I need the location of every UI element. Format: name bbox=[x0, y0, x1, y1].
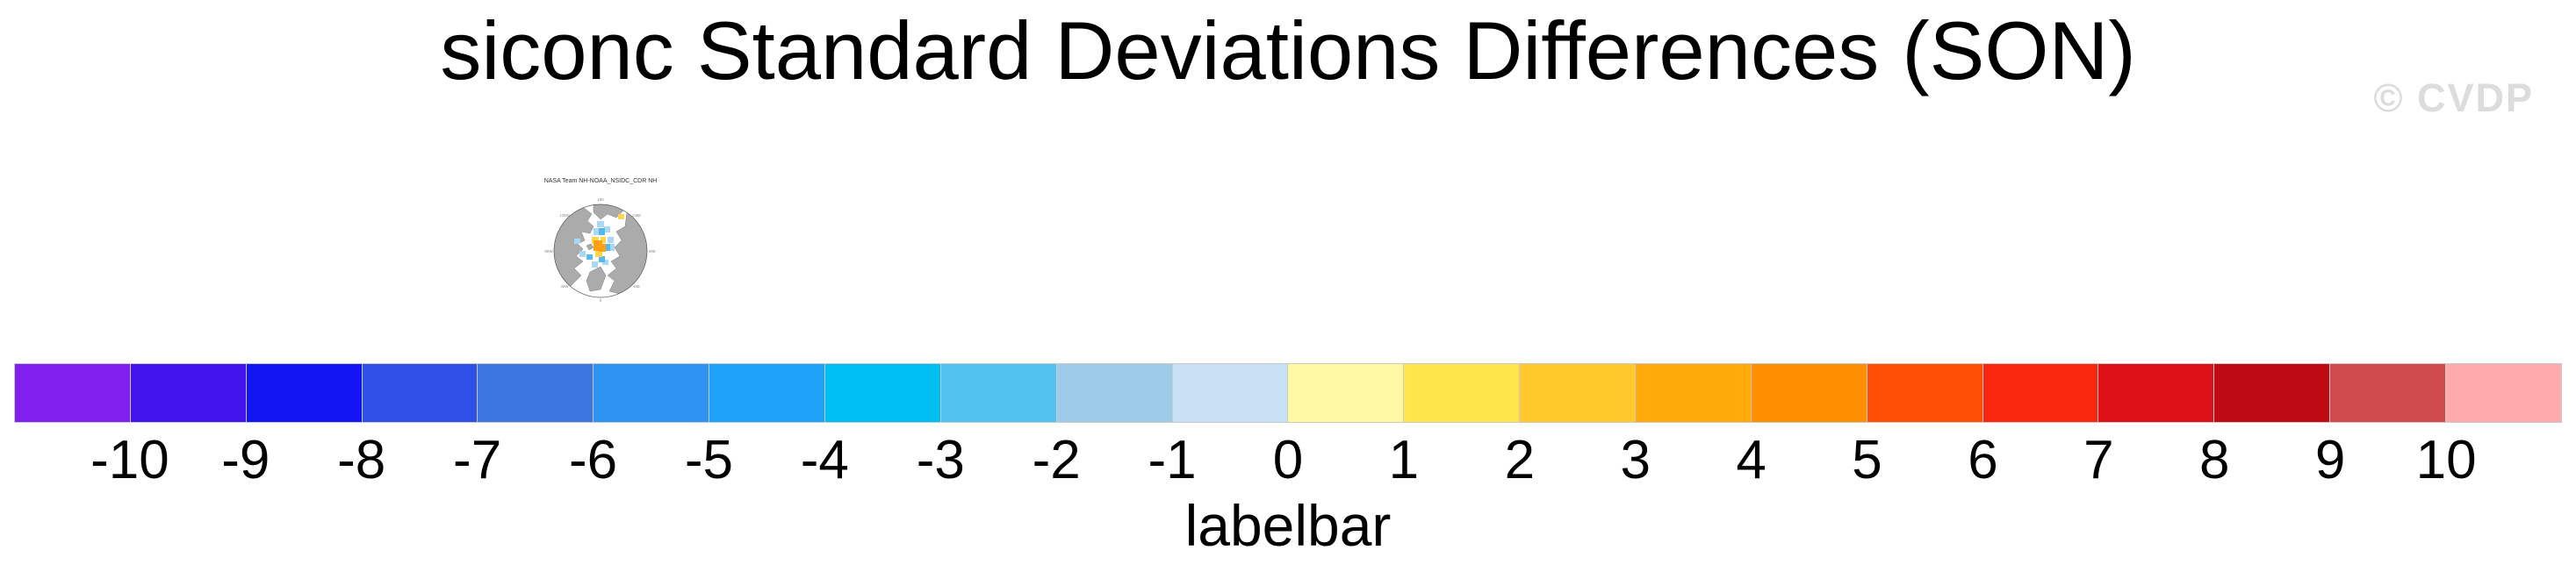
map-grid-label: 45W bbox=[560, 284, 569, 289]
colorbar-tick-label: -5 bbox=[684, 430, 734, 490]
polar-map-graphic: 180 135E 90E 45E 0 45W 90W 135W bbox=[544, 197, 656, 303]
colorbar-tick-label: 4 bbox=[1736, 430, 1767, 490]
colorbar-tick-label: -3 bbox=[916, 430, 965, 490]
colorbar-segment bbox=[246, 364, 362, 422]
map-grid-label: 90W bbox=[544, 249, 553, 254]
colorbar-segment bbox=[2330, 364, 2446, 422]
colorbar-segment bbox=[1867, 364, 1982, 422]
colorbar-segment bbox=[709, 364, 825, 422]
colorbar-tick-label: 3 bbox=[1620, 430, 1651, 490]
map-cells-orange bbox=[594, 240, 606, 252]
colorbar-segment bbox=[1636, 364, 1751, 422]
colorbar-segment bbox=[1404, 364, 1520, 422]
colorbar-tick-label: 9 bbox=[2314, 430, 2346, 490]
map-cells-lightblue bbox=[574, 221, 615, 268]
colorbar-tick-label: -9 bbox=[221, 430, 270, 490]
colorbar-tick-label: 6 bbox=[1968, 430, 1998, 490]
mini-map-title: NASA Team NH-NOAA_NSIDC_CDR NH bbox=[543, 178, 658, 184]
colorbar-tick-label: 1 bbox=[1388, 430, 1420, 490]
page-title: siconc Standard Deviations Differences (… bbox=[440, 4, 2136, 96]
colorbar-ticks: -10 -9 -8 -7 -6 -5 -4 -3 -2 -1 0 1 2 3 4 5 6 7 8 9 10 bbox=[0, 432, 2576, 493]
colorbar-tick-label: -10 bbox=[90, 430, 169, 490]
colorbar-segment bbox=[2446, 364, 2561, 422]
map-grid-label: 135W bbox=[559, 213, 571, 218]
colorbar-segment bbox=[2098, 364, 2214, 422]
colorbar-segment bbox=[130, 364, 246, 422]
colorbar-tick-label: -6 bbox=[568, 430, 618, 490]
colorbar-tick-label: 7 bbox=[2083, 430, 2114, 490]
map-cells-blue bbox=[586, 228, 610, 262]
map-grid-labels: 180 135E 90E 45E 0 45W 90W 135W bbox=[544, 197, 656, 303]
colorbar-tick-label: 0 bbox=[1272, 430, 1304, 490]
colorbar-segment bbox=[15, 364, 130, 422]
cvdp-watermark: © CVDP bbox=[2373, 75, 2534, 120]
colorbar-caption: labelbar bbox=[1184, 493, 1392, 558]
colorbar-segment bbox=[594, 364, 709, 422]
colorbar-tick-label: -2 bbox=[1032, 430, 1081, 490]
colorbar-segment bbox=[940, 364, 1056, 422]
colorbar-tick-label: -8 bbox=[337, 430, 386, 490]
colorbar-segment bbox=[1982, 364, 2098, 422]
map-grid-label: 90E bbox=[649, 249, 656, 254]
mini-polar-map: NASA Team NH-NOAA_NSIDC_CDR NH bbox=[522, 175, 680, 303]
colorbar-segment bbox=[2214, 364, 2330, 422]
map-grid-label: 0 bbox=[600, 298, 602, 303]
colorbar bbox=[14, 363, 2562, 423]
map-land-greenland bbox=[586, 266, 607, 292]
colorbar-tick-label: -4 bbox=[800, 430, 849, 490]
colorbar-segment bbox=[1056, 364, 1172, 422]
map-grid-label: 45E bbox=[633, 284, 640, 289]
colorbar-tick-label: 8 bbox=[2199, 430, 2230, 490]
map-outline bbox=[553, 204, 648, 298]
colorbar-segment bbox=[362, 364, 478, 422]
colorbar-segment bbox=[1172, 364, 1288, 422]
colorbar-tick-label: -7 bbox=[453, 430, 502, 490]
colorbar-tick-label: -1 bbox=[1148, 430, 1197, 490]
colorbar-segment bbox=[1751, 364, 1867, 422]
colorbar-segment bbox=[825, 364, 940, 422]
colorbar-tick-label: 10 bbox=[2415, 430, 2477, 490]
map-grid-label: 180 bbox=[597, 197, 604, 202]
colorbar-segment bbox=[1520, 364, 1636, 422]
colorbar-segment bbox=[478, 364, 594, 422]
map-grid-label: 135E bbox=[632, 213, 642, 218]
colorbar-tick-label: 5 bbox=[1852, 430, 1882, 490]
colorbar-segment bbox=[1288, 364, 1404, 422]
colorbar-tick-label: 2 bbox=[1504, 430, 1536, 490]
